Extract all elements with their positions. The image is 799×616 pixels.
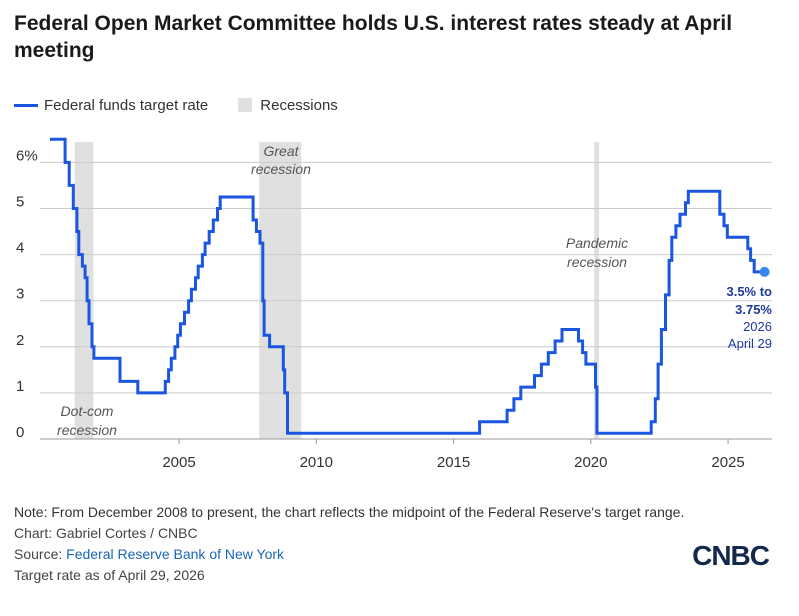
endpoint-label-line2: 3.75% [735,302,772,317]
y-tick-label: 5 [16,194,24,211]
pandemic-annotation-line2: recession [567,254,627,270]
annotations-layer: Dot-com recession Great recession Pandem… [57,143,628,438]
y-tick-label: 2 [16,332,24,349]
x-tick-label: 2025 [711,454,744,471]
y-tick-label: 6% [16,147,38,164]
endpoint-dot [759,266,770,277]
recession-band-2 [594,142,600,439]
endpoint-label-line1: 3.5% to [726,284,772,299]
footer-note: Note: From December 2008 to present, the… [14,504,685,520]
y-tick-label: 4 [16,240,24,257]
pandemic-annotation-line1: Pandemic [566,235,628,251]
endpoint-label-line4: April 29 [728,336,772,351]
x-axis-ticks: 2005 2010 2015 2020 2025 [162,439,745,471]
great-annotation-line1: Great [263,143,299,159]
recessions-layer [74,142,600,439]
recession-band-1 [259,142,302,439]
y-tick-label: 1 [16,378,24,395]
x-tick-label: 2020 [574,454,607,471]
endpoint-label: 3.5% to 3.75% 2026 April 29 [726,284,772,351]
legend-recession-label: Recessions [260,96,338,114]
x-tick-label: 2010 [300,454,333,471]
cnbc-logo: CNBC [692,540,770,571]
footer-source-prefix: Source: [14,546,67,562]
footer: Note: From December 2008 to present, the… [14,502,694,586]
x-tick-label: 2005 [162,454,195,471]
footer-as-of: Target rate as of April 29, 2026 [14,567,205,583]
y-tick-label: 0 [16,424,24,441]
recession-band-0 [74,142,94,439]
y-tick-label: 3 [16,286,24,303]
dotcom-annotation-line1: Dot-com [61,403,114,419]
legend-line-swatch [14,103,38,107]
y-axis-ticks: 0 1 2 3 4 5 6% [16,147,38,441]
chart-title: Federal Open Market Committee holds U.S.… [14,12,733,62]
legend: Federal funds target rate Recessions [14,95,338,115]
great-annotation-line2: recession [251,161,311,177]
source-link[interactable]: Federal Reserve Bank of New York [66,546,285,562]
legend-series-label: Federal funds target rate [44,96,209,114]
footer-credit: Chart: Gabriel Cortes / CNBC [14,525,198,541]
x-tick-label: 2015 [437,454,470,471]
dotcom-annotation-line2: recession [57,422,117,438]
endpoint-label-line3: 2026 [743,319,772,334]
rate-chart: 0 1 2 3 4 5 6% 2005 2010 2015 2020 2025 Dot-com re… [16,137,772,471]
series-line-fed-funds [50,137,765,435]
grid-layer [40,161,772,440]
footer-source: Source: Federal Reserve Bank of New York [14,544,694,565]
legend-recession-swatch [238,98,253,112]
